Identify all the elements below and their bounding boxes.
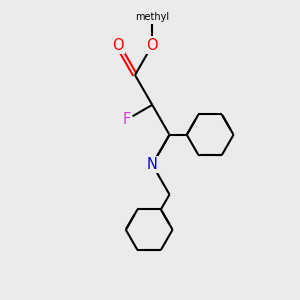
Text: F: F: [123, 112, 131, 127]
Text: O: O: [112, 38, 124, 52]
Text: O: O: [146, 38, 158, 52]
Text: methyl: methyl: [135, 12, 169, 22]
Text: N: N: [147, 157, 158, 172]
